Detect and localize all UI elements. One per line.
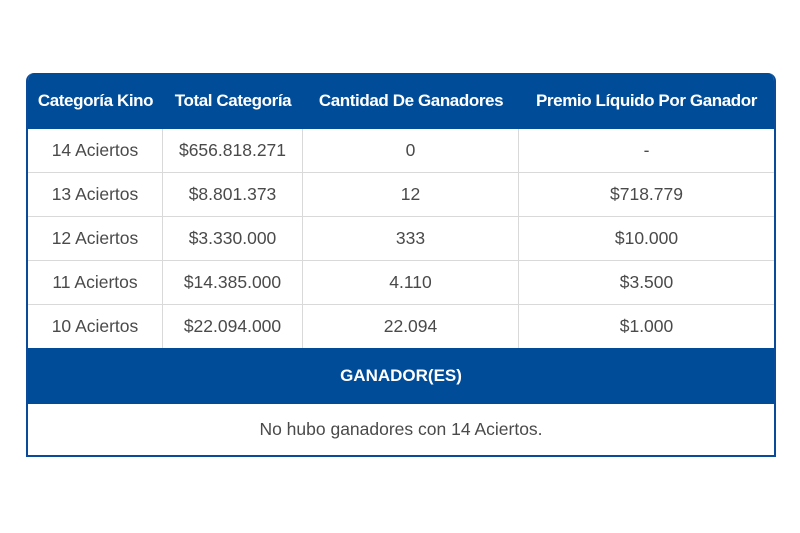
cell-premio: $718.779 — [519, 173, 774, 217]
cell-ganadores: 12 — [303, 173, 519, 217]
cell-premio: $10.000 — [519, 217, 774, 261]
cell-categoria: 10 Aciertos — [28, 305, 163, 348]
cell-total: $8.801.373 — [163, 173, 303, 217]
kino-results-container: Categoría Kino Total Categoría Cantidad … — [26, 73, 776, 457]
cell-total: $656.818.271 — [163, 129, 303, 173]
cell-premio: $1.000 — [519, 305, 774, 348]
winners-note-row: No hubo ganadores con 14 Aciertos. — [28, 404, 774, 455]
table-row: 10 Aciertos $22.094.000 22.094 $1.000 — [28, 305, 774, 348]
cell-premio: $3.500 — [519, 261, 774, 305]
table-row: 13 Aciertos $8.801.373 12 $718.779 — [28, 173, 774, 217]
cell-premio: - — [519, 129, 774, 173]
cell-categoria: 12 Aciertos — [28, 217, 163, 261]
cell-ganadores: 333 — [303, 217, 519, 261]
kino-results-table: Categoría Kino Total Categoría Cantidad … — [26, 73, 776, 457]
cell-categoria: 13 Aciertos — [28, 173, 163, 217]
cell-total: $22.094.000 — [163, 305, 303, 348]
winners-note: No hubo ganadores con 14 Aciertos. — [28, 404, 774, 455]
cell-ganadores: 0 — [303, 129, 519, 173]
table-row: 14 Aciertos $656.818.271 0 - — [28, 129, 774, 173]
table-row: 12 Aciertos $3.330.000 333 $10.000 — [28, 217, 774, 261]
cell-ganadores: 4.110 — [303, 261, 519, 305]
header-premio-liquido: Premio Líquido Por Ganador — [519, 73, 774, 129]
header-total-categoria: Total Categoría — [163, 73, 303, 129]
cell-total: $3.330.000 — [163, 217, 303, 261]
winners-band-row: GANADOR(ES) — [28, 348, 774, 404]
cell-categoria: 11 Aciertos — [28, 261, 163, 305]
table-row: 11 Aciertos $14.385.000 4.110 $3.500 — [28, 261, 774, 305]
header-cantidad-ganadores: Cantidad De Ganadores — [303, 73, 519, 129]
winners-band-label: GANADOR(ES) — [28, 348, 774, 404]
header-row: Categoría Kino Total Categoría Cantidad … — [28, 73, 774, 129]
cell-ganadores: 22.094 — [303, 305, 519, 348]
header-categoria-kino: Categoría Kino — [28, 73, 163, 129]
cell-categoria: 14 Aciertos — [28, 129, 163, 173]
cell-total: $14.385.000 — [163, 261, 303, 305]
